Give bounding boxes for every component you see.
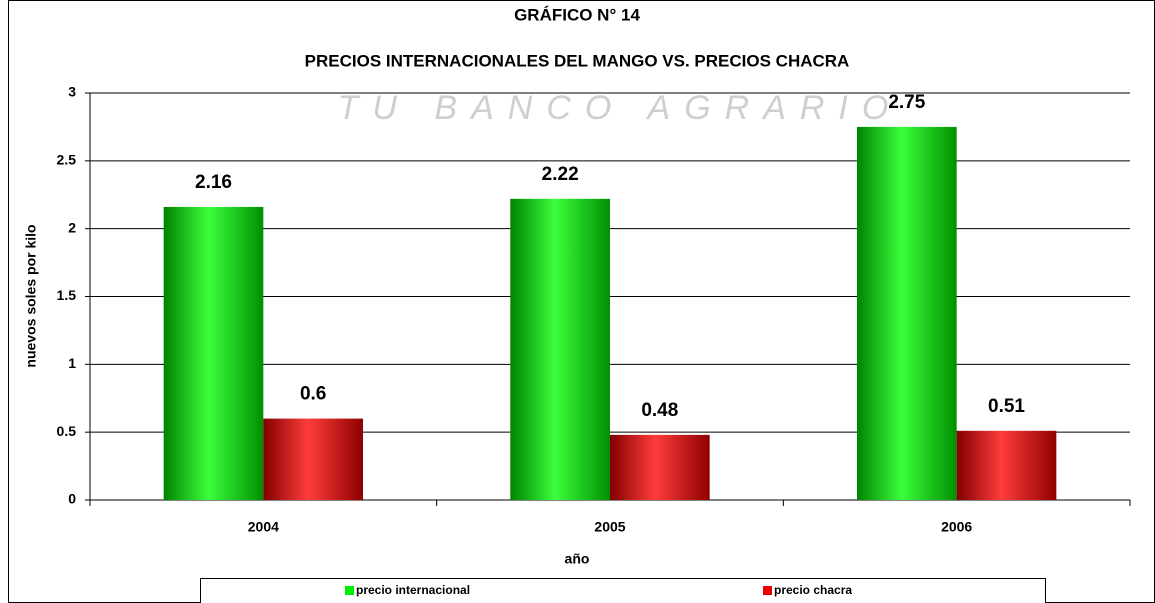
y-axis-label: nuevos soles por kilo (23, 224, 39, 367)
value-label: 2.16 (195, 172, 232, 193)
legend-box (200, 578, 1046, 603)
value-label: 2.22 (542, 164, 579, 185)
bar (163, 206, 264, 500)
legend-label: precio chacra (774, 583, 852, 597)
value-label: 0.51 (988, 396, 1025, 417)
legend-swatch (345, 586, 354, 595)
y-tick-label: 2 (68, 219, 76, 235)
chart-title: GRÁFICO N° 14 (514, 5, 640, 24)
y-tick-label: 2.5 (57, 152, 77, 168)
legend-label: precio internacional (356, 583, 470, 597)
y-tick-label: 3 (68, 84, 76, 100)
legend-swatch (763, 586, 772, 595)
value-label: 0.6 (300, 384, 326, 405)
y-tick-label: 1.5 (57, 287, 77, 303)
chart-subtitle: PRECIOS INTERNACIONALES DEL MANGO VS. PR… (305, 51, 850, 70)
x-axis-label: año (565, 551, 590, 567)
bar (263, 418, 363, 500)
y-tick-label: 0.5 (57, 423, 77, 439)
x-tick-label: 2004 (248, 519, 279, 535)
bar (610, 434, 710, 500)
value-label: 0.48 (641, 400, 678, 421)
value-label: 2.75 (888, 92, 925, 113)
x-tick-label: 2005 (594, 519, 625, 535)
y-tick-label: 0 (68, 491, 76, 507)
watermark: TU BANCO AGRARIO (338, 89, 903, 127)
x-tick-label: 2006 (941, 519, 972, 535)
bar (857, 126, 957, 501)
y-tick-label: 1 (68, 355, 76, 371)
bar (510, 198, 610, 500)
bar (956, 430, 1057, 500)
